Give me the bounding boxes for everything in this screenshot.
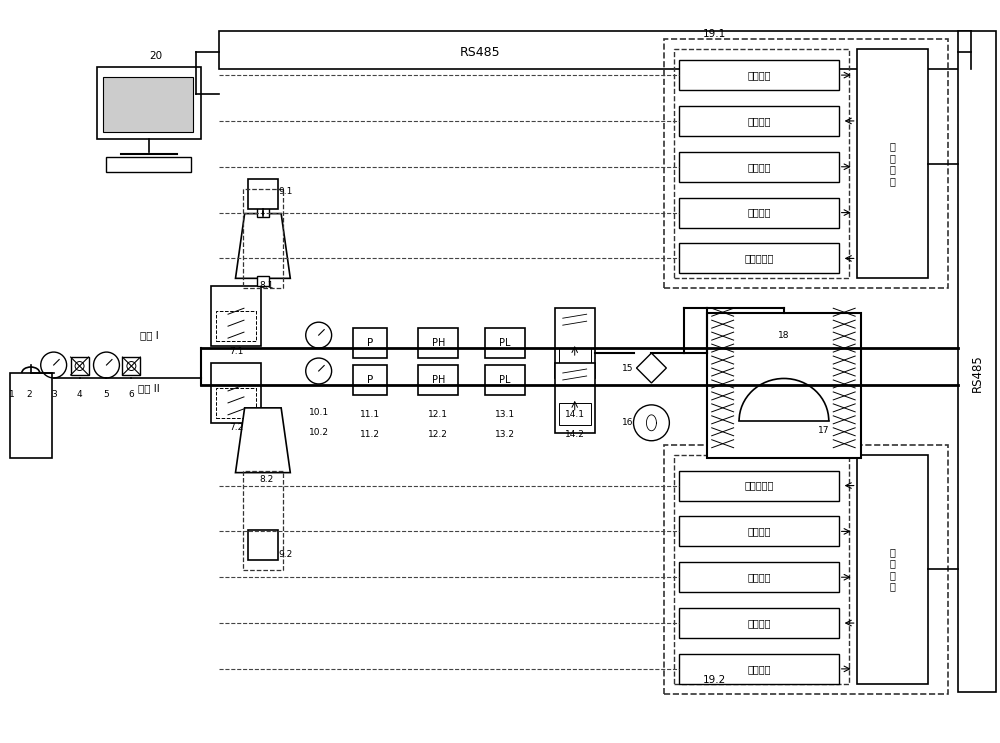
Text: 10.1: 10.1 (309, 409, 329, 418)
Text: 19.1: 19.1 (703, 29, 726, 39)
Text: 9.1: 9.1 (279, 187, 293, 196)
Text: 14.1: 14.1 (565, 410, 585, 419)
Bar (664, 445, 948, 694)
Text: 16: 16 (622, 418, 633, 427)
Text: 11.2: 11.2 (360, 430, 380, 439)
Bar (679, 198, 839, 227)
Text: 7.2: 7.2 (229, 424, 243, 432)
Bar (122, 357, 140, 375)
Bar (679, 470, 839, 501)
Text: 17: 17 (818, 426, 830, 435)
Bar (257, 207, 269, 216)
Text: 8.2: 8.2 (259, 475, 273, 484)
Bar (679, 516, 839, 546)
Text: 信号放大: 信号放大 (747, 572, 771, 583)
Text: 微
处
理
器: 微 处 理 器 (890, 141, 895, 186)
Text: 14.2: 14.2 (565, 430, 585, 439)
Text: 保护电路: 保护电路 (747, 526, 771, 536)
Text: 细分辩向: 细分辩向 (747, 70, 771, 80)
Text: 13.2: 13.2 (495, 430, 515, 439)
Bar (10, 373, 52, 458)
Text: 5: 5 (104, 390, 109, 400)
Bar (353, 328, 387, 358)
Bar (97, 67, 201, 139)
Bar (555, 308, 595, 378)
Text: 电机驱动: 电机驱动 (747, 618, 771, 628)
Bar (679, 60, 839, 90)
Bar (485, 365, 525, 395)
Text: 19.2: 19.2 (703, 675, 726, 685)
Bar (485, 328, 525, 358)
Text: 细分辩向: 细分辩向 (747, 664, 771, 674)
Text: 微
处
理
器: 微 处 理 器 (890, 547, 895, 591)
Polygon shape (235, 408, 290, 473)
Bar (211, 286, 261, 346)
Text: P: P (367, 338, 373, 348)
Text: 20: 20 (150, 51, 163, 61)
Bar (679, 562, 839, 592)
Text: 11.1: 11.1 (360, 410, 380, 419)
Text: 15: 15 (622, 363, 633, 372)
Text: 9.2: 9.2 (279, 550, 293, 559)
Text: PL: PL (499, 338, 511, 348)
Text: RS485: RS485 (971, 354, 984, 392)
Text: 4: 4 (77, 390, 82, 400)
Bar (243, 189, 283, 288)
Bar (664, 39, 948, 288)
Bar (559, 348, 591, 370)
Bar (857, 49, 928, 279)
Bar (559, 403, 591, 425)
Bar (674, 49, 849, 279)
Bar (248, 531, 278, 560)
Bar (418, 328, 458, 358)
Text: 电磁阀驱动: 电磁阀驱动 (744, 253, 774, 264)
Bar (679, 608, 839, 638)
Bar (857, 455, 928, 684)
Text: 7.1: 7.1 (229, 346, 243, 356)
Bar (679, 152, 839, 182)
Text: PH: PH (432, 375, 445, 385)
Bar (257, 276, 269, 286)
Text: P: P (367, 375, 373, 385)
Bar (958, 31, 996, 692)
Text: PH: PH (432, 338, 445, 348)
Bar (106, 157, 191, 172)
Text: 10.2: 10.2 (309, 428, 329, 438)
Text: 18: 18 (778, 331, 790, 340)
Bar (243, 470, 283, 571)
Bar (211, 363, 261, 423)
Polygon shape (235, 213, 290, 279)
Bar (71, 357, 89, 375)
Text: 8.1: 8.1 (259, 281, 273, 290)
Text: 13.1: 13.1 (495, 410, 515, 419)
Text: RS485: RS485 (460, 46, 500, 59)
Bar (679, 244, 839, 273)
Text: 信号放大: 信号放大 (747, 162, 771, 172)
Text: 气路 I: 气路 I (140, 330, 159, 340)
Bar (707, 314, 861, 458)
Bar (216, 311, 256, 341)
Text: 气路 II: 气路 II (138, 383, 160, 393)
Text: PL: PL (499, 375, 511, 385)
Text: 3: 3 (51, 390, 57, 400)
Text: 12.1: 12.1 (428, 410, 448, 419)
Bar (353, 365, 387, 395)
Bar (679, 106, 839, 136)
Bar (103, 77, 193, 132)
Text: 6: 6 (129, 390, 134, 400)
Bar (418, 365, 458, 395)
Bar (216, 388, 256, 418)
Text: 电磁阀驱动: 电磁阀驱动 (744, 481, 774, 490)
Bar (679, 654, 839, 684)
Bar (248, 179, 278, 209)
Text: 2: 2 (26, 390, 32, 400)
Text: 12.2: 12.2 (428, 430, 448, 439)
Text: 保护电路: 保护电路 (747, 207, 771, 218)
Text: 电机驱动: 电机驱动 (747, 116, 771, 126)
Text: 1: 1 (9, 390, 15, 400)
Bar (219, 31, 971, 69)
Bar (555, 363, 595, 432)
Bar (674, 455, 849, 684)
